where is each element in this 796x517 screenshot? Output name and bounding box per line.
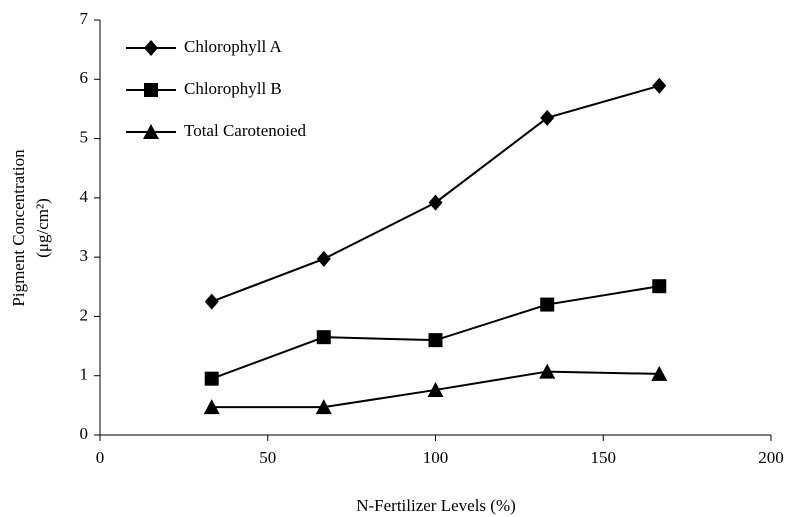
marker bbox=[143, 124, 159, 139]
legend-label: Chlorophyll B bbox=[184, 79, 282, 98]
marker bbox=[539, 363, 556, 379]
marker bbox=[540, 109, 555, 126]
x-axis-label: N-Fertilizer Levels (%) bbox=[356, 496, 516, 515]
x-tick-label: 200 bbox=[758, 448, 784, 467]
marker bbox=[316, 250, 331, 267]
marker bbox=[316, 330, 331, 345]
y-tick-label: 0 bbox=[80, 424, 89, 443]
marker bbox=[652, 77, 667, 94]
series-line bbox=[211, 285, 660, 380]
marker bbox=[540, 297, 555, 312]
series-line bbox=[211, 84, 660, 303]
marker bbox=[204, 371, 219, 386]
y-tick-label: 5 bbox=[80, 127, 89, 146]
marker bbox=[144, 40, 158, 56]
marker bbox=[315, 399, 332, 415]
y-tick-label: 1 bbox=[80, 365, 89, 384]
x-tick-label: 50 bbox=[259, 448, 276, 467]
marker bbox=[203, 399, 220, 415]
marker bbox=[651, 365, 668, 381]
legend-label: Total Carotenoied bbox=[184, 121, 307, 140]
y-axis-unit: (μg/cm²) bbox=[33, 198, 52, 258]
y-axis-label: Pigment Concentration bbox=[9, 149, 28, 307]
marker bbox=[428, 194, 443, 211]
y-tick-label: 6 bbox=[80, 68, 89, 87]
x-tick-label: 150 bbox=[591, 448, 617, 467]
marker bbox=[144, 83, 158, 97]
x-tick-label: 0 bbox=[96, 448, 105, 467]
y-tick-label: 2 bbox=[80, 305, 89, 324]
y-tick-label: 3 bbox=[80, 246, 89, 265]
legend-label: Chlorophyll A bbox=[184, 37, 282, 56]
marker bbox=[652, 279, 667, 294]
x-tick-label: 100 bbox=[423, 448, 449, 467]
marker bbox=[427, 381, 444, 397]
marker bbox=[428, 333, 443, 348]
marker bbox=[204, 293, 219, 310]
y-tick-label: 4 bbox=[80, 187, 89, 206]
y-tick-label: 7 bbox=[80, 9, 89, 28]
